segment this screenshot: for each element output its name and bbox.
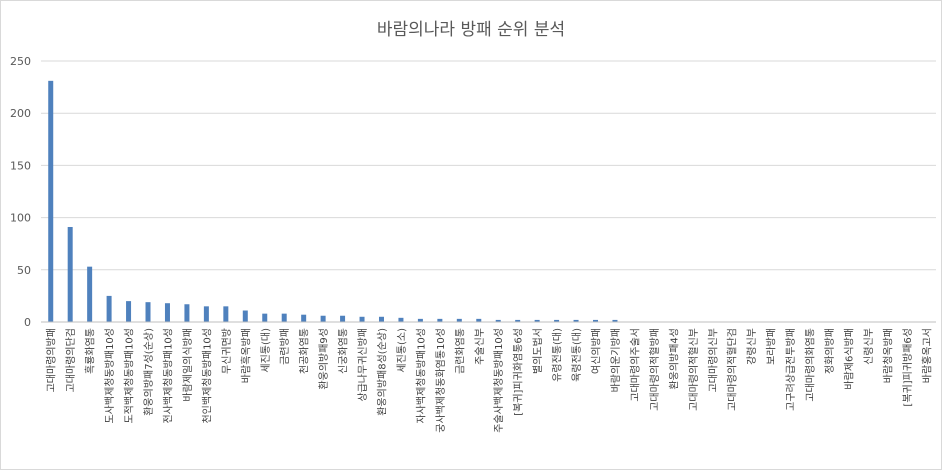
x-tick-label: 천공화염통 (299, 328, 311, 374)
gridlines (41, 60, 936, 271)
x-tick-label: 환웅의방패8성(순상) (376, 328, 388, 416)
x-tick-label: 고대마령의적혈단검 (726, 328, 739, 411)
x-tick-label: 세진통(대) (260, 328, 272, 373)
bar (223, 306, 229, 322)
bar (593, 319, 599, 322)
x-tick-label: 신령신부 (863, 328, 875, 365)
y-axis-ticks: 0 50 100 150 200 250 (10, 55, 31, 329)
x-tick-label: 고대마령의단검 (65, 328, 77, 392)
bar (203, 306, 209, 322)
x-tick-label: 여신의방패 (591, 328, 603, 374)
x-tick-label: 환웅의방패7성(순상) (143, 328, 155, 416)
x-tick-label: 바람홍옥고서 (920, 328, 933, 383)
x-tick-label: 도사백제청동방패10성 (104, 328, 116, 424)
y-tick-label: 200 (10, 107, 31, 120)
bar (184, 304, 190, 322)
bar (378, 316, 384, 322)
y-tick-label: 50 (17, 264, 31, 277)
bar (612, 319, 618, 322)
x-tick-label: 강령신부 (746, 328, 758, 365)
x-tick-label: 바람흑옥방패 (239, 328, 252, 383)
bar (417, 318, 423, 322)
x-tick-label: 금련방패 (279, 328, 291, 365)
bar (87, 266, 93, 322)
bar (456, 318, 462, 322)
x-tick-label: 환웅의방패4성 (668, 328, 680, 390)
x-tick-label: 바람의운기방패 (609, 328, 622, 392)
x-tick-label: 신궁화염통 (338, 328, 350, 374)
bar (106, 295, 112, 322)
x-tick-label: 환웅의방패9성 (318, 328, 330, 390)
x-tick-label: 보라방패 (766, 328, 778, 365)
x-tick-label: 유령전통(대) (552, 328, 564, 382)
y-tick-label: 150 (10, 159, 31, 172)
x-tick-label: [복귀]피귀화염통6성 (513, 328, 525, 416)
x-tick-label: 흑룡화염통 (84, 328, 97, 374)
x-tick-label: 상급나무귀신방패 (357, 328, 369, 402)
bar (145, 302, 151, 322)
x-tick-label: 무신귀면방 (221, 328, 233, 374)
y-tick-label: 100 (10, 212, 31, 225)
x-tick-label: 자사백제청동방패10성 (415, 328, 427, 424)
x-tick-label: 육령전통(대) (571, 328, 583, 382)
x-tick-label: 바람제일의식방패 (181, 328, 194, 402)
bar (398, 317, 404, 322)
x-tick-label: 고대마령의방패 (46, 328, 58, 392)
x-tick-label: 천인백제청동방패10성 (201, 328, 213, 424)
bar (554, 319, 560, 322)
bar (281, 313, 287, 322)
bar (476, 318, 482, 322)
x-tick-label: 바람제6식방패 (842, 328, 855, 390)
x-tick-label: 도적백제청동방패10성 (124, 328, 136, 424)
bar (164, 303, 170, 322)
x-tick-label: 고대마령의적혈신부 (687, 328, 700, 411)
bar (515, 319, 521, 322)
bar (437, 318, 443, 322)
x-tick-label: 주술사백제청동방패10성 (493, 328, 505, 433)
bar (340, 315, 346, 322)
bar (495, 319, 501, 322)
x-axis-labels: 고대마령의방패 고대마령의단검 흑룡화염통 도사백제청동방패10성 도적백제청동방패10… (46, 328, 934, 433)
bar (262, 313, 268, 322)
x-tick-label: 고대마령의적혈방패 (648, 328, 661, 411)
bar (534, 319, 540, 322)
y-tick-label: 250 (10, 55, 31, 68)
x-tick-label: 고대마령의주술서 (629, 328, 641, 402)
x-tick-label: 주술신부 (474, 328, 486, 365)
x-tick-label: 고대마령의화염통 (805, 328, 817, 402)
chart-title: 바람의나라 방패 순위 분석 (377, 20, 565, 40)
y-tick-label: 0 (24, 316, 31, 329)
x-tick-label: 전사백제청동방패10성 (162, 328, 174, 424)
bar (359, 316, 365, 322)
bar (320, 315, 326, 322)
bar (242, 310, 248, 322)
x-tick-label: 고구려상급전투방패 (785, 328, 797, 411)
bar (301, 314, 307, 322)
x-tick-label: 별의도법서 (532, 328, 544, 374)
bar (48, 80, 54, 322)
x-tick-label: 궁사백제청동화염통10성 (435, 328, 447, 433)
x-tick-label: 바람청옥방패 (881, 328, 894, 383)
x-tick-label: 고대마령의신부 (707, 328, 719, 392)
x-tick-label: 금련화염통 (454, 328, 466, 374)
bar (126, 301, 132, 322)
bar (573, 319, 579, 322)
bars (48, 80, 618, 322)
x-tick-label: 세진통(소) (396, 328, 408, 373)
x-tick-label: [복귀]피귀방패6성 (902, 328, 914, 407)
x-tick-label: 정화의방패 (824, 328, 836, 374)
bar (67, 226, 73, 322)
